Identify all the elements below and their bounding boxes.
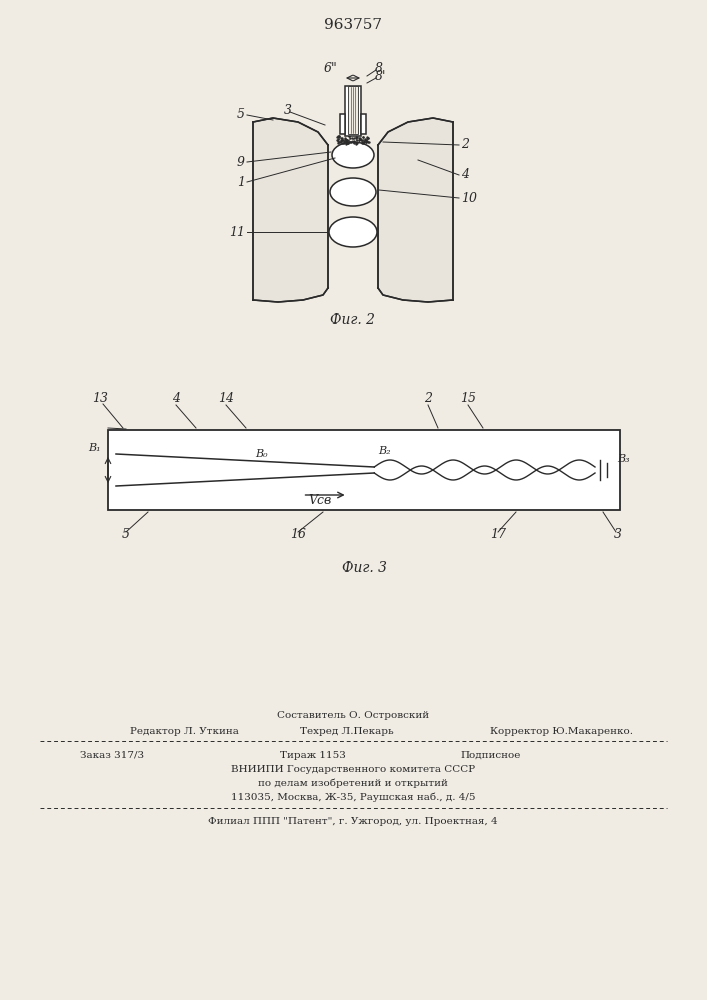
Text: 17: 17 bbox=[490, 528, 506, 541]
Text: Заказ 317/3: Заказ 317/3 bbox=[80, 750, 144, 760]
Bar bbox=[345, 86, 361, 136]
Polygon shape bbox=[378, 118, 453, 302]
Text: 6": 6" bbox=[323, 62, 337, 75]
Text: B₂: B₂ bbox=[378, 446, 390, 456]
Text: B₁: B₁ bbox=[88, 443, 100, 453]
Text: по делам изобретений и открытий: по делам изобретений и открытий bbox=[258, 778, 448, 788]
Text: 15: 15 bbox=[460, 392, 476, 405]
Text: Фиг. 2: Фиг. 2 bbox=[330, 313, 375, 327]
Text: Vсв: Vсв bbox=[308, 494, 332, 507]
Text: 14: 14 bbox=[218, 392, 234, 405]
Text: Подписное: Подписное bbox=[460, 750, 520, 760]
Text: Редактор Л. Уткина: Редактор Л. Уткина bbox=[130, 726, 239, 736]
Text: Корректор Ю.Макаренко.: Корректор Ю.Макаренко. bbox=[490, 726, 633, 736]
Text: 10: 10 bbox=[461, 192, 477, 205]
Text: 2: 2 bbox=[424, 392, 432, 405]
Text: 3: 3 bbox=[284, 104, 292, 116]
Ellipse shape bbox=[329, 217, 377, 247]
Text: Фиг. 3: Фиг. 3 bbox=[341, 561, 387, 575]
Text: 8: 8 bbox=[375, 62, 383, 75]
Text: 5: 5 bbox=[237, 108, 245, 121]
Text: ВНИИПИ Государственного комитета СССР: ВНИИПИ Государственного комитета СССР bbox=[231, 764, 475, 774]
Bar bbox=[348, 86, 358, 134]
Text: 4: 4 bbox=[172, 392, 180, 405]
Polygon shape bbox=[253, 118, 328, 302]
Text: 13: 13 bbox=[92, 392, 108, 405]
Text: B₀: B₀ bbox=[255, 449, 268, 459]
Text: 16: 16 bbox=[290, 528, 306, 541]
Text: 4: 4 bbox=[461, 168, 469, 182]
Text: B₃: B₃ bbox=[617, 454, 630, 464]
Text: 113035, Москва, Ж-35, Раушская наб., д. 4/5: 113035, Москва, Ж-35, Раушская наб., д. … bbox=[230, 792, 475, 802]
Text: 3: 3 bbox=[614, 528, 622, 541]
Text: 9: 9 bbox=[237, 155, 245, 168]
Ellipse shape bbox=[330, 178, 376, 206]
Text: 963757: 963757 bbox=[324, 18, 382, 32]
Ellipse shape bbox=[332, 142, 374, 168]
Text: 2: 2 bbox=[461, 138, 469, 151]
Text: 5: 5 bbox=[122, 528, 130, 541]
Text: 1: 1 bbox=[237, 176, 245, 188]
Text: Составитель О. Островский: Составитель О. Островский bbox=[277, 710, 429, 720]
Text: 8': 8' bbox=[375, 70, 386, 83]
Bar bbox=[108, 430, 620, 510]
Text: 11: 11 bbox=[229, 226, 245, 238]
Bar bbox=[361, 114, 366, 134]
Text: Филиал ППП "Патент", г. Ужгород, ул. Проектная, 4: Филиал ППП "Патент", г. Ужгород, ул. Про… bbox=[208, 818, 498, 826]
Text: Тираж 1153: Тираж 1153 bbox=[280, 750, 346, 760]
Text: Техред Л.Пекарь: Техред Л.Пекарь bbox=[300, 726, 394, 736]
Bar bbox=[340, 114, 345, 134]
